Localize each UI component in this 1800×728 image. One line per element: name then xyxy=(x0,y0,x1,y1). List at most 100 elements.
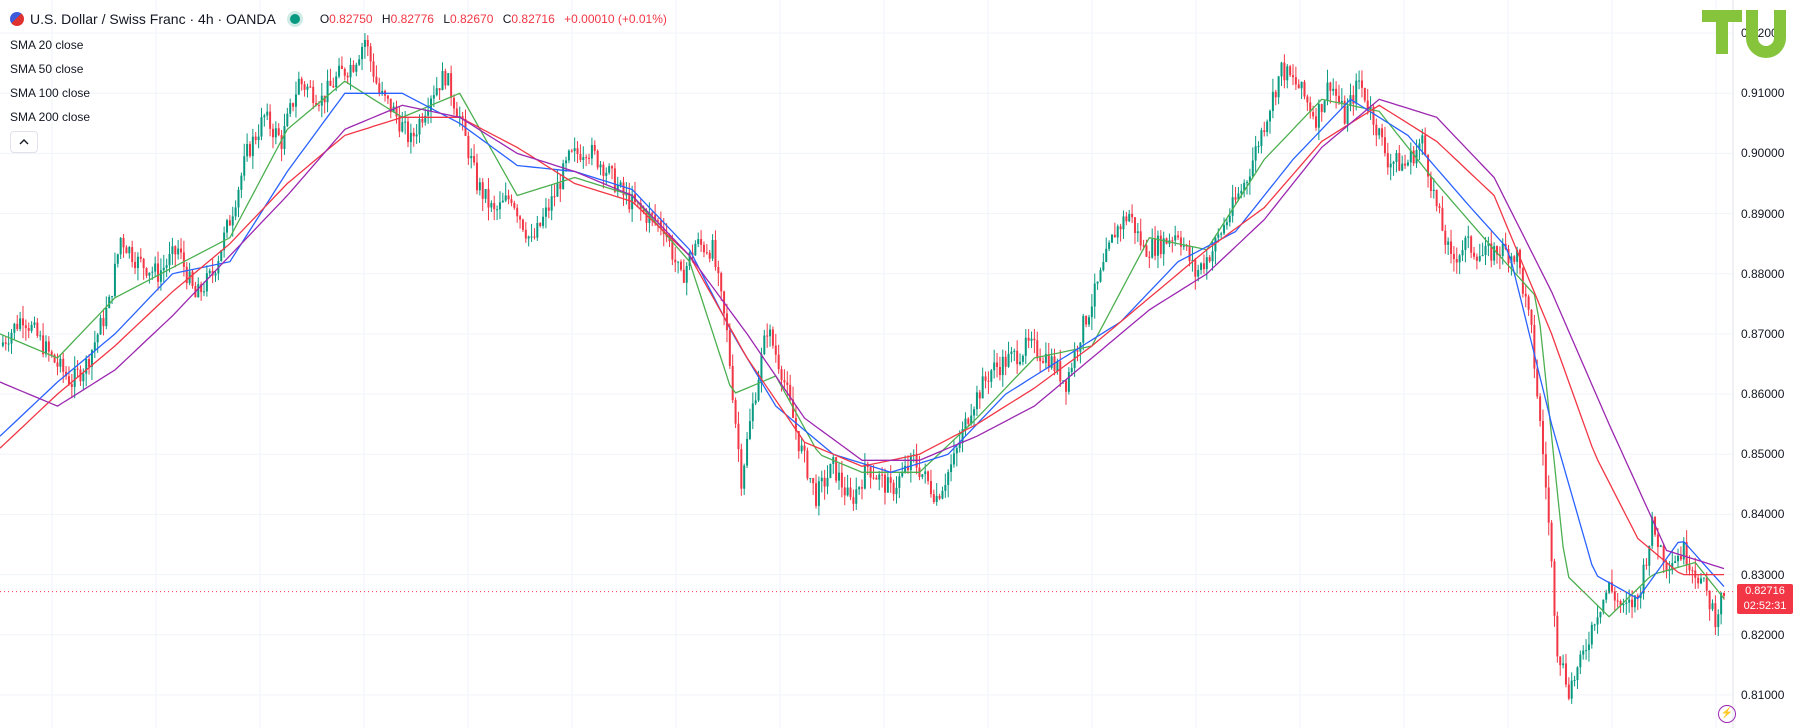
candle-body xyxy=(599,164,602,168)
ohlc-close-value: 0.82716 xyxy=(511,12,555,26)
candle-body xyxy=(996,362,999,368)
candle-body xyxy=(1386,153,1389,168)
candle-body xyxy=(389,98,392,113)
candle-body xyxy=(570,150,573,152)
candle-body xyxy=(481,182,484,199)
candle-body xyxy=(1263,130,1266,132)
candle-body xyxy=(826,477,829,487)
candle-body xyxy=(1366,100,1369,110)
candle-body xyxy=(774,345,777,355)
candle-body xyxy=(717,267,720,274)
indicator-sma-200[interactable]: SMA 200 close xyxy=(10,110,91,124)
candle-body xyxy=(1662,545,1665,564)
candle-body xyxy=(1208,257,1211,262)
candle-body xyxy=(329,80,332,86)
candle-body xyxy=(1237,193,1240,200)
candle-body xyxy=(955,448,958,454)
candle-body xyxy=(1191,260,1194,262)
candle-body xyxy=(1027,337,1030,341)
candle-body xyxy=(1429,176,1432,192)
candle-body xyxy=(921,474,924,478)
candle-body xyxy=(1326,82,1329,101)
candle-body xyxy=(1087,317,1090,325)
candle-body xyxy=(294,94,297,107)
candle-body xyxy=(708,252,711,259)
candle-body xyxy=(671,241,674,260)
indicator-sma-100[interactable]: SMA 100 close xyxy=(10,86,91,100)
candle-body xyxy=(702,244,705,253)
candle-body xyxy=(372,61,375,77)
candle-body xyxy=(1409,150,1412,163)
candle-body xyxy=(1705,577,1708,591)
candle-body xyxy=(484,189,487,199)
collapse-legend-button[interactable] xyxy=(10,131,38,153)
candle-body xyxy=(185,266,188,284)
candle-body xyxy=(487,189,490,208)
candle-body xyxy=(1679,555,1682,560)
candle-body xyxy=(438,88,441,91)
candle-body xyxy=(501,200,504,203)
candle-body xyxy=(1116,226,1119,238)
candle-body xyxy=(975,392,978,410)
market-status-icon[interactable] xyxy=(289,14,300,24)
candle-body xyxy=(711,239,714,259)
candle-body xyxy=(1478,256,1481,261)
candle-body xyxy=(608,166,611,173)
candle-body xyxy=(714,239,717,268)
candle-body xyxy=(1427,154,1430,177)
price-tick-label: 0.81000 xyxy=(1741,687,1785,702)
candle-body xyxy=(260,117,263,137)
candle-body xyxy=(1194,260,1197,277)
candle-body xyxy=(225,220,228,233)
indicator-sma-50[interactable]: SMA 50 close xyxy=(10,62,84,76)
candle-body xyxy=(430,98,432,111)
candle-body xyxy=(1622,603,1625,606)
symbol-row[interactable]: U.S. Dollar / Swiss Franc · 4h · OANDA O… xyxy=(10,9,673,29)
candle-body xyxy=(125,247,128,254)
candle-body xyxy=(654,214,657,221)
symbol-title[interactable]: U.S. Dollar / Swiss Franc · 4h · OANDA xyxy=(30,11,276,27)
indicator-sma-20[interactable]: SMA 20 close xyxy=(10,38,84,52)
candle-body xyxy=(1200,263,1203,270)
candle-body xyxy=(984,376,987,381)
candle-body xyxy=(852,497,855,504)
candle-body xyxy=(656,220,659,222)
candle-body xyxy=(208,270,211,274)
candle-body xyxy=(539,223,542,226)
candle-body xyxy=(1723,592,1725,596)
candle-body xyxy=(300,78,303,85)
candle-body xyxy=(513,202,516,208)
candle-body xyxy=(266,111,269,116)
candle-body xyxy=(1286,66,1289,81)
candle-body xyxy=(938,495,941,499)
ohlc-close-key: C xyxy=(502,12,512,26)
candle-body xyxy=(1271,91,1274,112)
candle-body xyxy=(418,118,421,135)
candle-body xyxy=(958,442,961,449)
candle-body xyxy=(467,135,470,159)
candle-body xyxy=(812,478,815,484)
candle-body xyxy=(1677,555,1680,562)
candle-body xyxy=(797,431,800,452)
candle-body xyxy=(898,476,901,488)
lightning-icon[interactable]: ⚡ xyxy=(1718,705,1736,723)
candle-body xyxy=(283,126,286,149)
candle-body xyxy=(1182,245,1185,247)
candle-body xyxy=(1392,161,1395,164)
candle-body xyxy=(1225,222,1228,226)
candle-body xyxy=(1317,104,1320,128)
candle-body xyxy=(889,477,892,483)
price-tick-label: 0.88000 xyxy=(1741,266,1785,281)
candle-body xyxy=(174,246,177,255)
price-axis[interactable]: 0.92000 0.91000 0.90000 0.89000 0.88000 0.870… xyxy=(1735,0,1800,728)
candle-body xyxy=(33,322,36,325)
candle-body xyxy=(1125,216,1128,222)
candle-body xyxy=(927,471,930,481)
candle-body xyxy=(1550,522,1553,562)
candle-body xyxy=(99,318,102,335)
candle-body xyxy=(970,415,973,425)
candle-body xyxy=(1122,216,1125,230)
candle-body xyxy=(789,384,792,400)
